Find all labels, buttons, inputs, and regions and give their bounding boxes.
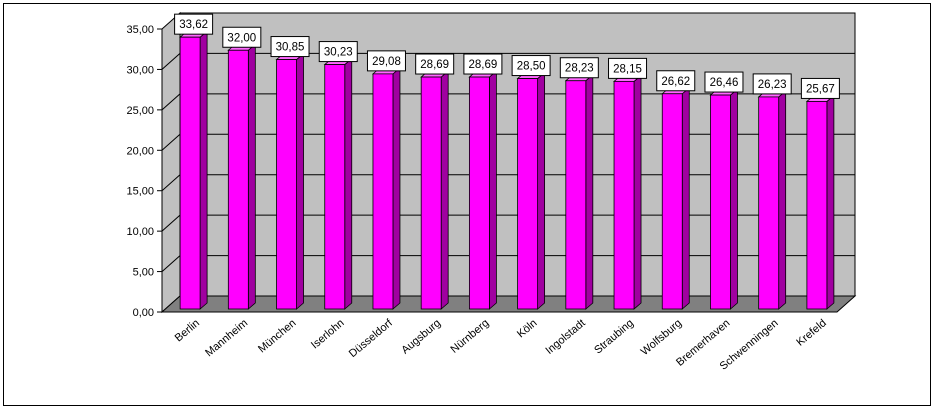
data-label: 26,23 (758, 79, 787, 91)
bar-group: 26,23 (752, 73, 792, 310)
y-tick-label: 5,00 (133, 267, 154, 279)
bar (661, 93, 683, 310)
y-tick-label: 10,00 (126, 226, 154, 238)
y-tick-label: 20,00 (126, 145, 154, 157)
data-label-box (174, 13, 214, 35)
data-label-box (270, 36, 310, 58)
bar-group: 28,69 (463, 53, 503, 310)
bar-group: 32,00 (222, 26, 262, 310)
bar (565, 80, 587, 310)
bar-group: 28,69 (415, 53, 455, 310)
data-label-box (415, 53, 455, 75)
y-tick-label: 15,00 (126, 186, 154, 198)
bar-group: 26,46 (704, 71, 744, 310)
bar (613, 80, 635, 310)
data-label-box (366, 50, 406, 72)
bar-side (633, 74, 642, 310)
y-axis: 0,00 5,00 10,00 15,00 20,00 25,00 30,00 35,00 (126, 24, 163, 319)
bar-side (392, 66, 401, 310)
data-label-box (318, 41, 358, 63)
bar-side (826, 94, 835, 310)
y-tick-label: 0,00 (133, 307, 154, 319)
data-label: 29,08 (372, 56, 401, 68)
data-label: 28,69 (469, 59, 498, 71)
bar (758, 96, 780, 310)
bar-group: 28,50 (511, 55, 551, 310)
bar-group: 26,62 (656, 70, 696, 310)
bar (710, 94, 731, 310)
bar-side (778, 90, 787, 310)
bar-group: 28,15 (608, 57, 648, 310)
data-label: 32,00 (227, 32, 256, 44)
gridline-side (161, 214, 181, 232)
gridline-side (161, 93, 181, 111)
y-tick-label: 25,00 (126, 105, 154, 117)
bar-side (730, 88, 738, 310)
data-label: 33,62 (179, 19, 208, 31)
bar-side (296, 52, 304, 310)
data-label: 25,67 (806, 83, 835, 95)
bar-side (247, 43, 256, 310)
bar-side (537, 71, 546, 310)
data-label: 30,85 (276, 42, 305, 54)
gridline-side (161, 133, 181, 151)
plot-walls (160, 11, 857, 314)
bars: 33,62 32,00 30,85 30,23 29,08 28,69 28,69 28,50… (174, 13, 840, 310)
data-label: 26,62 (661, 76, 690, 88)
data-label: 28,69 (420, 59, 449, 71)
bar (517, 78, 539, 310)
data-label-box (656, 70, 696, 92)
bar-side (585, 73, 594, 310)
y-tick-label: 35,00 (126, 24, 154, 36)
bar (227, 49, 249, 310)
bar-group: 29,08 (366, 50, 406, 310)
bar-group: 30,85 (270, 36, 310, 310)
bar (179, 36, 201, 310)
data-label-box (463, 53, 503, 75)
data-label: 28,23 (565, 63, 594, 75)
bar-group: 28,23 (559, 57, 599, 310)
bar-side (344, 57, 353, 310)
y-tick-label: 30,00 (126, 64, 154, 76)
data-label-box (704, 71, 744, 93)
bar (372, 73, 394, 310)
bar-side (488, 70, 497, 310)
bar-side (199, 30, 208, 310)
bar (806, 101, 828, 310)
data-label: 28,50 (517, 61, 546, 73)
bar (468, 76, 490, 310)
bar (276, 59, 297, 310)
floor (160, 295, 857, 313)
gridline-side (161, 255, 181, 272)
data-label-box (222, 26, 262, 48)
data-label-box (511, 55, 551, 77)
bar (324, 64, 346, 310)
data-label: 26,46 (710, 77, 739, 89)
data-label-box (559, 57, 599, 79)
bar-group: 25,67 (800, 77, 840, 310)
data-label: 30,23 (324, 47, 353, 59)
data-label: 28,15 (613, 63, 642, 75)
data-label-box (608, 57, 648, 79)
bar-group: 30,23 (318, 41, 358, 310)
data-label-box (752, 73, 792, 95)
data-label-box (800, 77, 840, 99)
bar (420, 76, 442, 310)
side-wall (161, 11, 181, 314)
gridline-side (161, 53, 181, 70)
bar-side (440, 70, 449, 310)
gridline-side (161, 174, 181, 192)
bar-side (681, 86, 690, 310)
bar-group: 33,62 (174, 13, 214, 310)
